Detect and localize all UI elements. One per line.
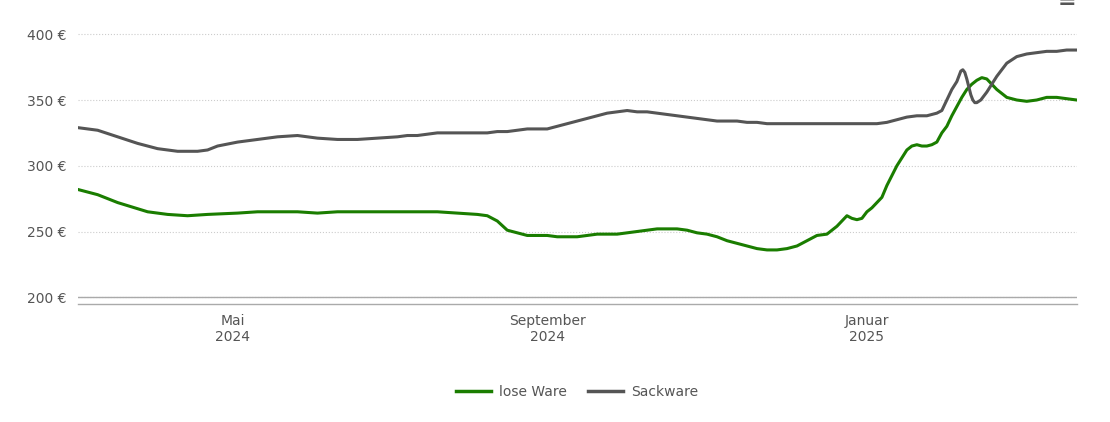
Legend: lose Ware, Sackware: lose Ware, Sackware — [451, 379, 704, 404]
Text: ≡: ≡ — [1058, 0, 1077, 10]
